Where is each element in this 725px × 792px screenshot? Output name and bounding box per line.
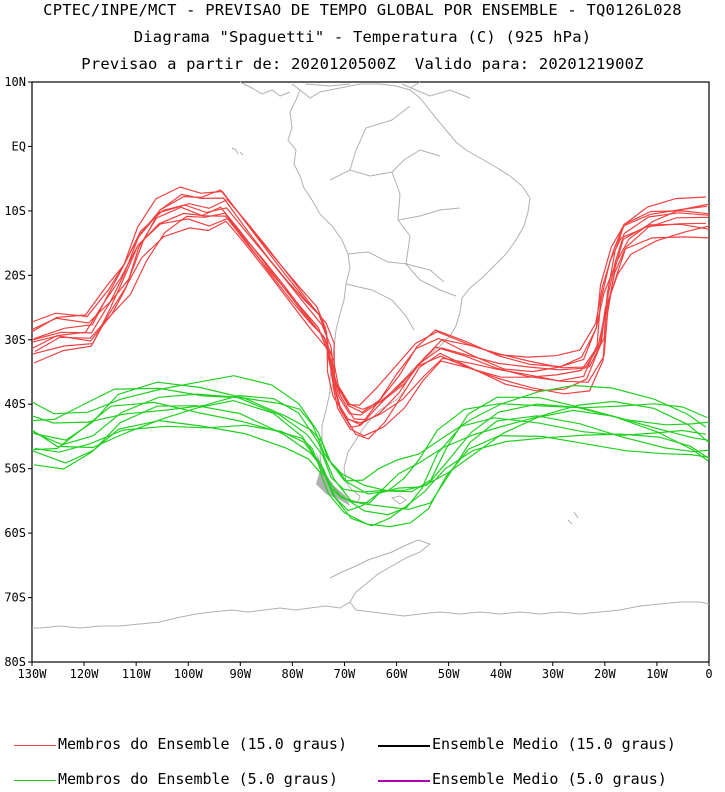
legend-swatch-mean-15 [378,745,430,747]
x-tick-label: 70W [334,667,356,681]
x-tick-label: 20W [594,667,616,681]
x-tick-label: 90W [229,667,251,681]
y-tick-label: 60S [4,526,26,540]
ensemble-member-5-line [31,399,709,512]
y-axis-ticks: 10N EQ 10S 20S 30S 40S 50S 60S 70S 80S [4,75,32,669]
y-tick-label: 30S [4,333,26,347]
map-frame [31,81,710,663]
x-tick-label: 80W [282,667,304,681]
ensemble-member-5-line [31,387,708,495]
legend-mean-5: Ensemble Medio (5.0 graus) [432,770,667,788]
ensemble-member-15-line [31,186,707,406]
x-tick-label: 50W [438,667,460,681]
legend-swatch-members-5 [14,780,56,781]
ensemble-member-15-line [31,206,709,428]
ensemble-member-5-line [32,405,710,510]
x-tick-label: 130W [18,667,48,681]
y-tick-label: 80S [4,655,26,669]
ensemble-member-5-line [31,394,710,504]
y-tick-label: EQ [12,139,26,153]
title-line-2: Diagrama "Spaguetti" - Temperatura (C) (… [133,28,592,46]
ensemble-member-5-line [31,401,707,516]
ensemble-member-15-line [32,217,710,424]
y-tick-label: 40S [4,397,26,411]
y-tick-label: 70S [4,591,26,605]
ensemble-member-5-line [31,375,707,482]
y-tick-label: 50S [4,462,26,476]
x-tick-label: 120W [70,667,100,681]
x-tick-label: 60W [386,667,408,681]
x-tick-label: 100W [174,667,204,681]
x-axis-ticks: 130W 120W 110W 100W 90W 80W 70W 60W 50W 40W 30W 20W… [18,662,713,681]
y-tick-label: 10S [4,204,26,218]
ensemble-members-15-lines [31,186,710,440]
ensemble-member-5-line [33,381,710,493]
x-tick-label: 110W [122,667,152,681]
ensemble-member-15-line [31,189,708,413]
legend-swatch-mean-5 [378,780,430,782]
x-tick-label: 10W [646,667,668,681]
ensemble-member-15-line [33,220,710,437]
ensemble-members-5-lines [31,375,710,528]
ensemble-member-15-line [31,193,710,421]
legend-swatch-members-15 [14,745,56,746]
legend-members-5: Membros do Ensemble (5.0 graus) [58,770,338,788]
y-tick-label: 10N [4,75,26,89]
coastline [32,81,710,629]
x-tick-label: 30W [542,667,564,681]
x-tick-label: 0 [705,667,712,681]
ensemble-member-5-line [34,424,710,527]
title-line-1: CPTEC/INPE/MCT - PREVISAO DE TEMPO GLOBA… [43,1,682,19]
ensemble-member-5-line [33,419,710,528]
y-tick-label: 20S [4,268,26,282]
legend-members-15: Membros do Ensemble (15.0 graus) [58,735,347,753]
x-tick-label: 40W [490,667,512,681]
title-line-3: Previsao a partir de: 2020120500Z Valido… [81,55,644,73]
legend-mean-15: Ensemble Medio (15.0 graus) [432,735,676,753]
